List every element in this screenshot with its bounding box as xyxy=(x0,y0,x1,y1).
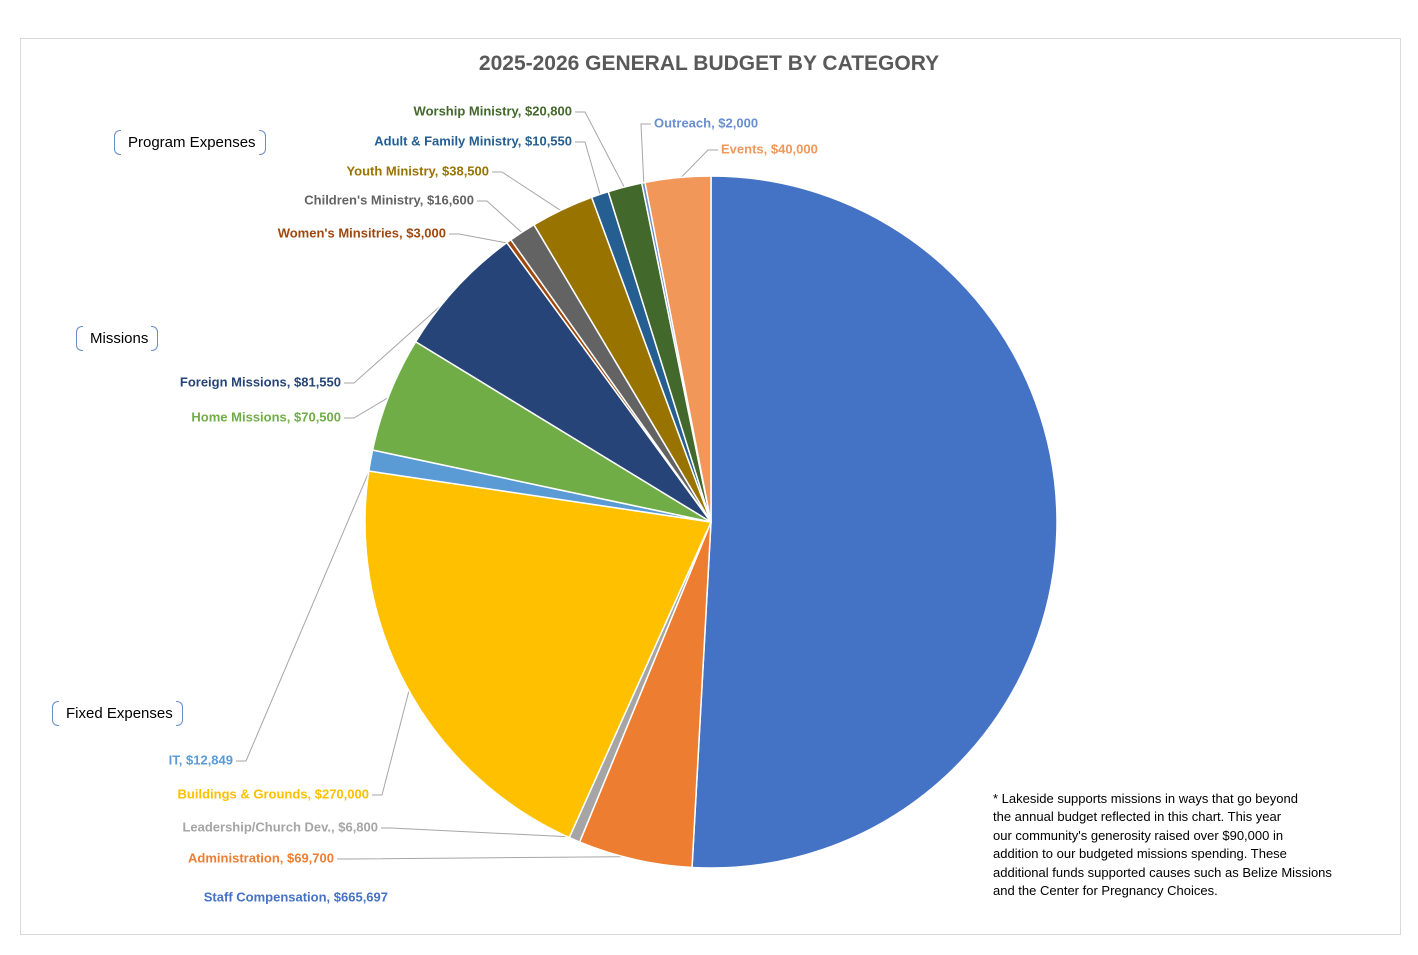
leader-line xyxy=(477,200,525,235)
slice-label: Home Missions, $70,500 xyxy=(191,409,341,424)
leader-line xyxy=(640,123,651,186)
footnote: * Lakeside supports missions in ways tha… xyxy=(993,791,1332,899)
slice-label: Foreign Missions, $81,550 xyxy=(180,374,341,389)
leader-lines xyxy=(236,111,718,860)
pie-slice xyxy=(414,241,712,523)
slice-label: Administration, $69,700 xyxy=(188,850,334,865)
slice-label: Outreach, $2,000 xyxy=(654,115,758,130)
slice-label: Adult & Family Ministry, $10,550 xyxy=(374,133,572,148)
leader-line xyxy=(236,460,374,762)
slice-label: Worship Ministry, $20,800 xyxy=(414,103,572,118)
slice-label: Youth Ministry, $38,500 xyxy=(346,163,489,178)
leader-line xyxy=(575,111,627,191)
slice-label: Buildings & Grounds, $270,000 xyxy=(178,786,369,801)
leader-line xyxy=(344,394,393,419)
leader-line xyxy=(449,233,511,245)
pie-slice xyxy=(364,470,713,839)
slice-label: Children's Ministry, $16,600 xyxy=(304,192,474,207)
fixed-expenses-label: Fixed Expenses xyxy=(52,701,183,726)
slice-label: Leadership/Church Dev., $6,800 xyxy=(182,819,378,834)
pie-slice xyxy=(691,175,1058,869)
leader-line xyxy=(575,141,602,198)
leader-line xyxy=(492,171,564,213)
program-expenses-label: Program Expenses xyxy=(114,130,266,155)
slice-label: Staff Compensation, $665,697 xyxy=(204,889,388,904)
pie-slice xyxy=(644,175,712,523)
leader-line xyxy=(344,289,459,384)
chart-title: 2025-2026 GENERAL BUDGET BY CATEGORY xyxy=(478,52,940,75)
leader-line xyxy=(677,149,718,181)
slice-label: Events, $40,000 xyxy=(721,141,818,156)
leader-line xyxy=(372,686,411,796)
leader-line xyxy=(381,827,576,838)
missions-label: Missions xyxy=(76,326,159,351)
slice-labels: Staff Compensation, $665,697 Administrati… xyxy=(169,103,818,904)
slice-label: Women's Minsitries, $3,000 xyxy=(278,225,446,240)
slice-label: IT, $12,849 xyxy=(169,752,233,767)
pie-slices xyxy=(364,175,1058,869)
leader-line xyxy=(337,856,636,860)
